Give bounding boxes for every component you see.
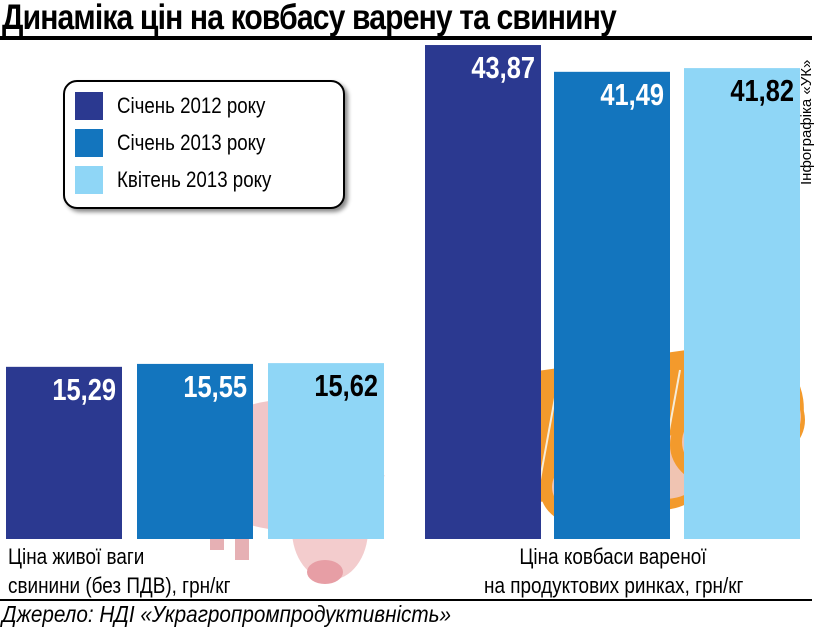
bar-value-label: 15,29 xyxy=(52,372,116,407)
title-divider xyxy=(0,36,812,40)
bar xyxy=(6,366,122,539)
bar xyxy=(268,363,384,539)
source-note: Джерело: НДІ «Украгропромпродуктивність» xyxy=(2,601,452,627)
bar-value-label: 41,49 xyxy=(600,77,664,112)
source-divider xyxy=(0,599,812,601)
category-label-line: свинини (без ПДВ), грн/кг xyxy=(8,573,231,598)
bar xyxy=(137,363,253,539)
credit-text: Інфографіка «УК» xyxy=(798,59,815,185)
legend-label: Січень 2013 року xyxy=(117,130,266,155)
legend-swatch xyxy=(75,129,103,157)
category-label-sausage: Ціна ковбаси вареної на продуктових ринк… xyxy=(484,542,744,600)
legend-swatch xyxy=(75,92,103,120)
legend-label: Січень 2012 року xyxy=(117,93,266,118)
bar-value-label: 41,82 xyxy=(730,74,794,109)
bar-value-label: 43,87 xyxy=(471,51,535,86)
category-label-line: Ціна живої ваги xyxy=(8,544,145,569)
legend: Січень 2012 року Січень 2013 року Квітен… xyxy=(63,80,345,209)
bar xyxy=(554,71,670,539)
legend-label: Квітень 2013 року xyxy=(117,167,272,192)
bar xyxy=(684,68,800,539)
category-label-pork: Ціна живої ваги свинини (без ПДВ), грн/к… xyxy=(8,542,230,600)
legend-swatch xyxy=(75,166,103,194)
chart-title: Динаміка цін на ковбасу варену та свинин… xyxy=(2,0,617,37)
category-label-line: на продуктових ринках, грн/кг xyxy=(484,573,744,598)
bar-value-label: 15,55 xyxy=(183,370,247,405)
category-label-line: Ціна ковбаси вареної xyxy=(519,544,707,569)
legend-item-jan-2012: Січень 2012 року xyxy=(75,92,292,120)
bar-value-label: 15,62 xyxy=(314,369,378,404)
legend-item-jan-2013: Січень 2013 року xyxy=(75,129,292,157)
legend-item-apr-2013: Квітень 2013 року xyxy=(75,166,299,194)
bar xyxy=(425,45,541,539)
